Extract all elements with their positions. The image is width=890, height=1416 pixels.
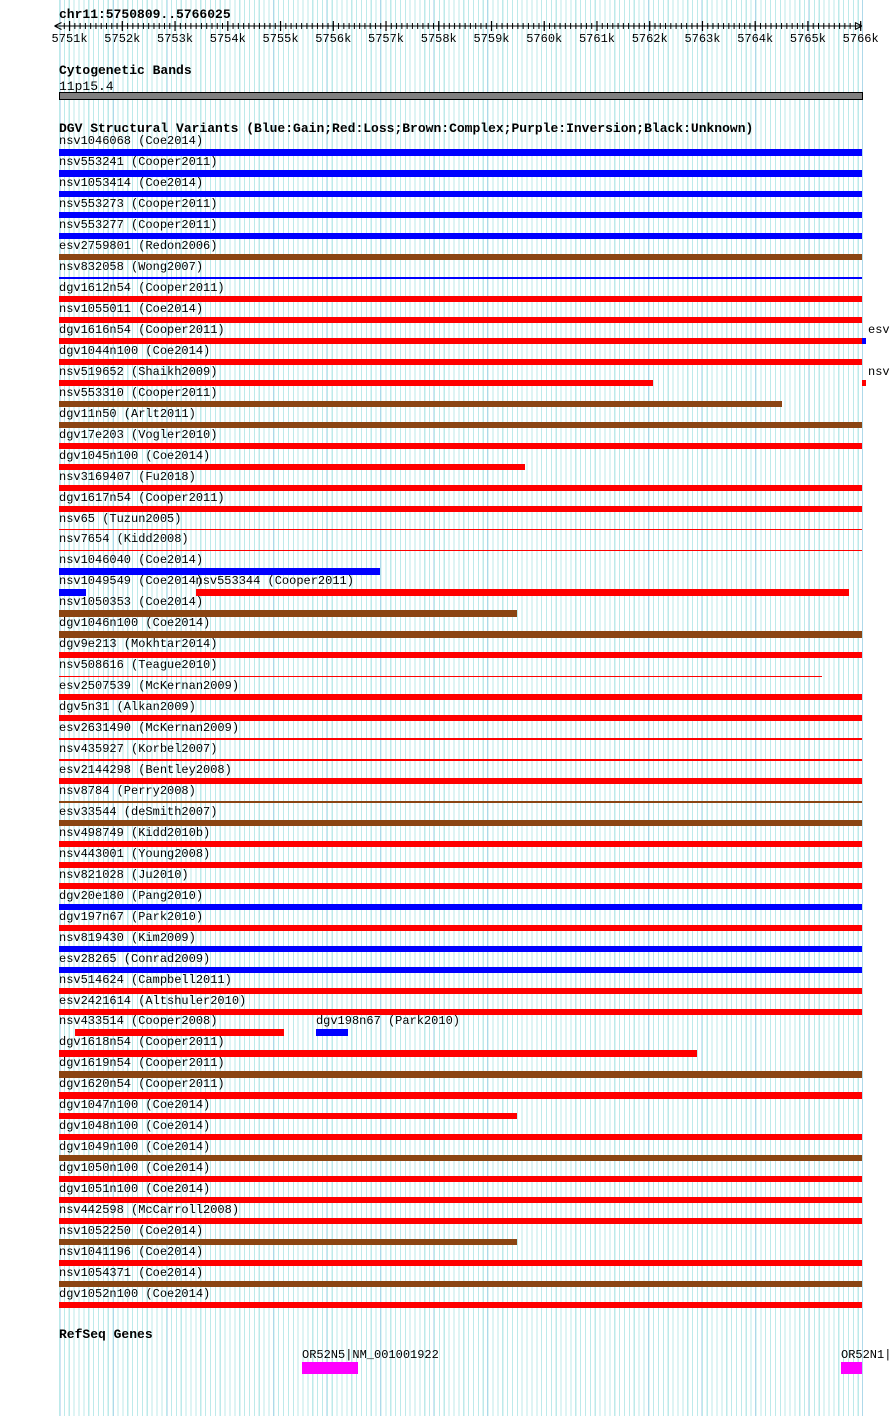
svg-text:5752k: 5752k — [104, 32, 140, 46]
svg-text:5756k: 5756k — [315, 32, 351, 46]
svg-text:5761k: 5761k — [579, 32, 615, 46]
svg-text:5762k: 5762k — [632, 32, 668, 46]
svg-text:5765k: 5765k — [790, 32, 826, 46]
svg-text:5757k: 5757k — [368, 32, 404, 46]
svg-text:5759k: 5759k — [473, 32, 509, 46]
svg-text:5755k: 5755k — [263, 32, 299, 46]
svg-text:5753k: 5753k — [157, 32, 193, 46]
svg-text:5763k: 5763k — [684, 32, 720, 46]
svg-text:5760k: 5760k — [526, 32, 562, 46]
svg-text:5758k: 5758k — [421, 32, 457, 46]
svg-text:5754k: 5754k — [210, 32, 246, 46]
svg-text:5751k: 5751k — [52, 32, 88, 46]
svg-text:5766k: 5766k — [843, 32, 879, 46]
svg-text:5764k: 5764k — [737, 32, 773, 46]
